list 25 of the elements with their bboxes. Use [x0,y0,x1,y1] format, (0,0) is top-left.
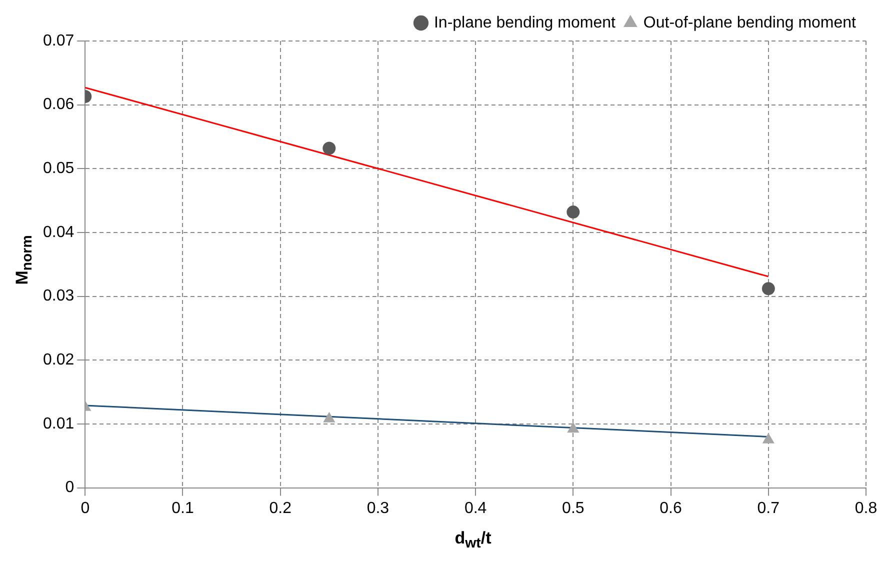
x-tick-label: 0.8 [854,500,878,517]
y-tick-label: 0.07 [43,32,74,50]
point [762,433,774,444]
y-tick-label: 0.02 [43,352,74,369]
legend-label: Out-of-plane bending moment [643,14,857,32]
point [762,282,775,296]
x-tick-label: 0.3 [366,500,390,517]
x-tick-label: 0.1 [172,500,194,517]
y-tick-label: 0.06 [43,96,74,114]
x-tick-label: 0 [80,500,90,517]
x-tick-label: 0.6 [660,500,682,517]
y-tick-label: 0.01 [43,415,74,432]
y-tick-label: 0.03 [43,288,74,305]
point [567,422,579,433]
point [322,142,336,155]
y-tick-label: 0.05 [43,160,74,178]
y-tick-label: 0 [65,479,74,496]
x-tick-label: 0.4 [464,500,487,517]
x-axis-title: d$_{wt}$/t [454,528,492,552]
point [566,206,580,219]
legend-label: In-plane bending moment [434,14,616,32]
x-tick-label: 0.5 [562,500,584,517]
x-tick-label: 0.2 [269,500,292,517]
x-tick-label: 0.7 [757,500,780,517]
y-tick-label: 0.04 [43,224,74,241]
